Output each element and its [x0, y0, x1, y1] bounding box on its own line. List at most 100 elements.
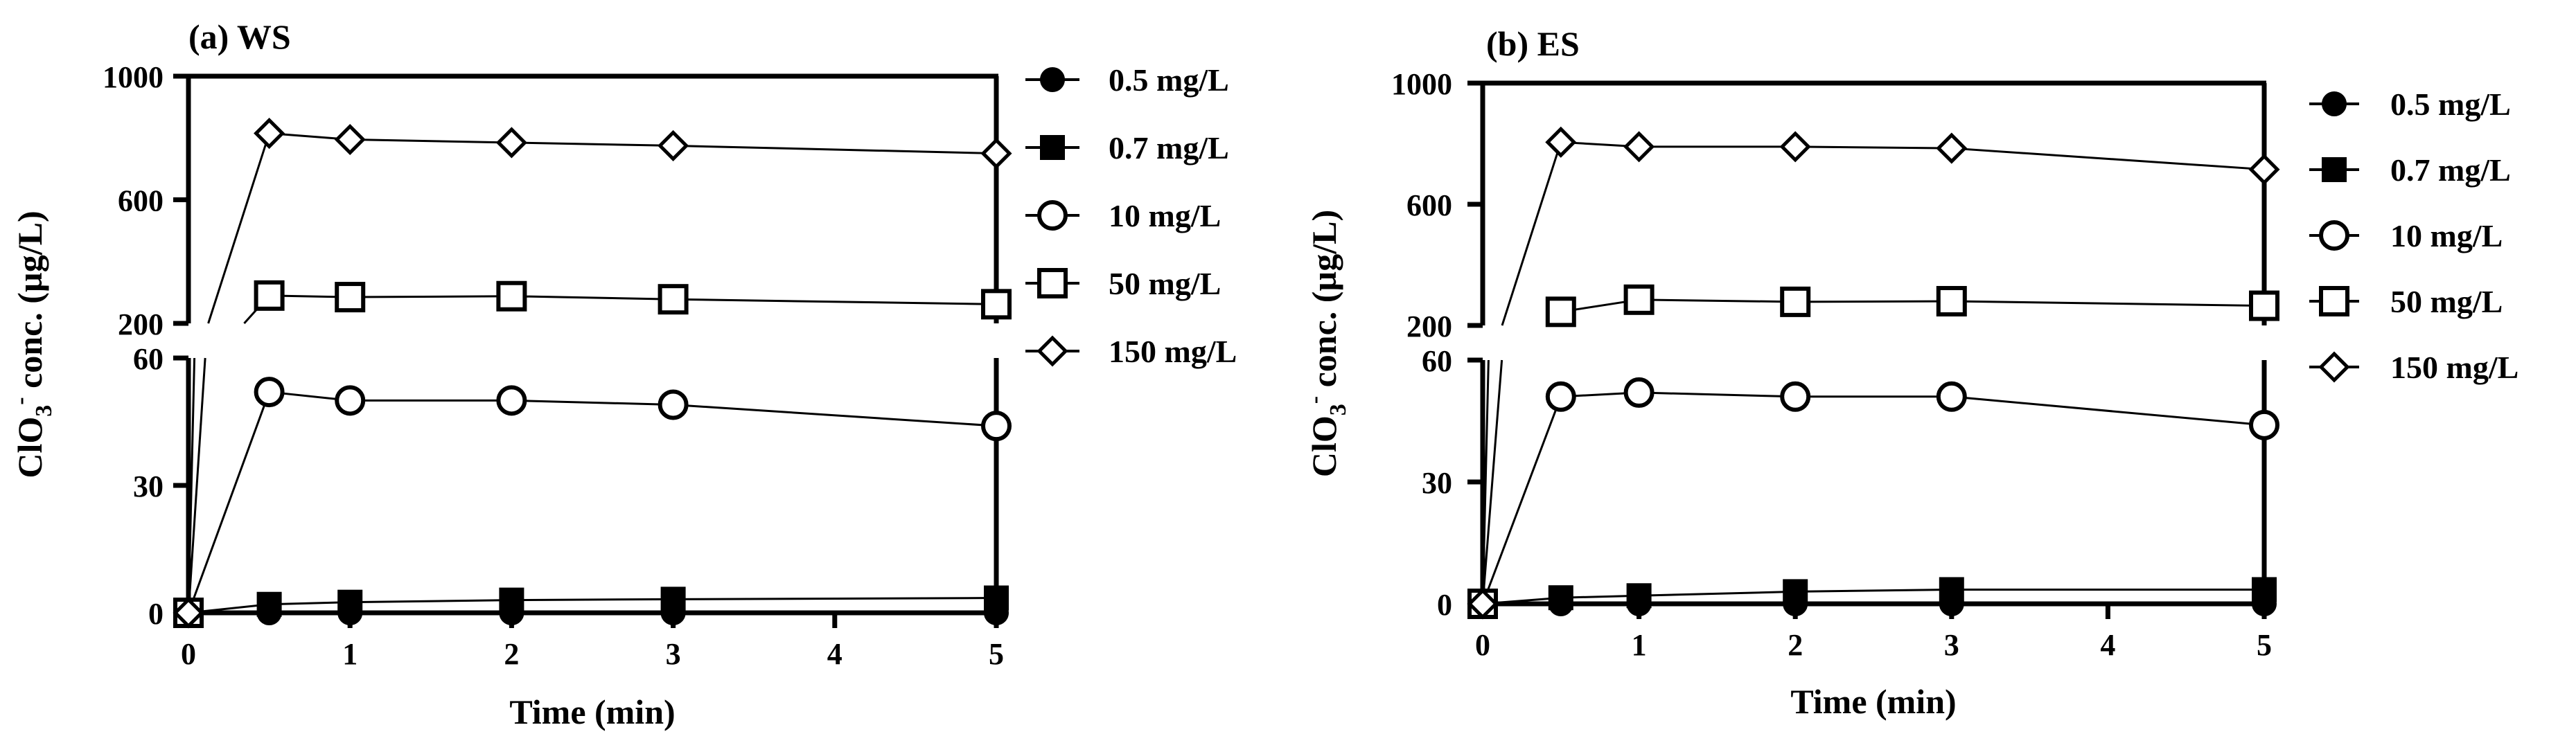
series-line-segment	[207, 133, 271, 324]
x-tick-label: 2	[504, 637, 519, 671]
series-markers-3	[1467, 284, 2279, 619]
data-point	[1780, 286, 1811, 317]
data-point	[1939, 577, 1964, 602]
legend-marker	[2322, 91, 2347, 116]
x-tick-label: 5	[989, 637, 1004, 671]
series-line-segment	[1560, 594, 1639, 599]
series-line-segment	[1795, 145, 1952, 150]
legend-marker	[2318, 351, 2350, 383]
series-line-segment	[511, 141, 673, 147]
series-line-segment	[269, 601, 351, 606]
series-line-segment	[1639, 298, 1796, 303]
series-line-segment	[511, 598, 673, 602]
data-point	[1783, 579, 1808, 605]
data-point	[337, 589, 363, 615]
data-point	[1545, 381, 1576, 412]
legend-label: 50 mg/L	[2390, 284, 2503, 319]
data-point	[499, 587, 524, 613]
series-4	[1481, 141, 2265, 605]
y-tick-label: 0	[148, 597, 164, 631]
data-point	[335, 282, 366, 313]
data-point	[981, 289, 1012, 320]
data-point	[496, 280, 527, 312]
y-tick-label: 60	[133, 342, 164, 376]
legend-marker	[1040, 67, 1065, 92]
series-line-segment	[187, 357, 206, 614]
legend-label: 10 mg/L	[2390, 218, 2503, 253]
data-point	[173, 597, 204, 629]
data-point	[1780, 381, 1811, 412]
series-line-segment	[187, 391, 271, 614]
x-tick-label: 3	[666, 637, 681, 671]
x-tick-label: 4	[827, 637, 843, 671]
legend-label: 150 mg/L	[1109, 334, 1237, 369]
data-point	[334, 123, 366, 156]
x-tick-label: 0	[181, 637, 196, 671]
x-tick-label: 3	[1944, 628, 1959, 662]
data-point	[1623, 284, 1655, 315]
data-point	[658, 129, 689, 161]
y-tick-label: 0	[1437, 588, 1452, 622]
data-point	[984, 585, 1009, 611]
data-point	[981, 411, 1012, 442]
legend-marker	[2322, 157, 2347, 182]
series-line-segment	[673, 403, 997, 427]
series-line-segment	[673, 144, 997, 155]
series-line-segment	[1639, 391, 1796, 398]
series-line-segment	[350, 295, 512, 298]
legend-label: 10 mg/L	[1109, 198, 1221, 233]
series-line-segment	[1481, 359, 1503, 605]
series-line-segment	[673, 298, 997, 305]
series-line-segment	[1951, 395, 2265, 427]
series-line-segment	[1795, 300, 1952, 303]
legend-marker	[2319, 286, 2349, 316]
series-markers-4	[1467, 126, 2280, 620]
series-line-segment	[511, 399, 673, 406]
series-3	[187, 294, 997, 614]
y-tick-label: 200	[118, 307, 164, 341]
y-axis-label: ClO3- conc. (µg/L)	[8, 211, 57, 478]
series-2	[1481, 391, 2265, 605]
legend-marker	[1040, 135, 1065, 160]
x-axis-label: Time (min)	[1790, 682, 1956, 721]
data-point	[2249, 290, 2279, 321]
legend: 0.5 mg/L 0.7 mg/L 10 mg/L 50 mg/L 150 mg/L	[2309, 87, 2518, 385]
series-line-segment	[673, 597, 997, 600]
x-tick-label: 1	[342, 637, 358, 671]
legend-label: 0.7 mg/L	[1109, 130, 1229, 165]
series-line-segment	[1481, 396, 1562, 605]
legend-marker	[1037, 268, 1068, 298]
y-tick-label: 1000	[1391, 67, 1452, 101]
series-2	[187, 391, 997, 614]
data-point	[495, 127, 527, 159]
y-tick-label: 1000	[103, 60, 164, 94]
data-point	[658, 389, 689, 420]
y-tick-label: 600	[1406, 188, 1452, 222]
series-markers-2	[173, 377, 1012, 628]
legend-label: 0.7 mg/L	[2390, 152, 2511, 188]
series-line-segment	[511, 295, 673, 301]
y-tick-label: 30	[133, 469, 164, 503]
panel-label: (b) ES	[1486, 24, 1580, 63]
legend-label: 0.5 mg/L	[2390, 87, 2511, 122]
legend-marker	[1036, 335, 1068, 367]
series-markers-2	[1467, 377, 2279, 619]
data-point	[2248, 154, 2280, 186]
series-3	[1481, 298, 2265, 605]
data-point	[660, 587, 686, 612]
series-line-segment	[1951, 147, 2265, 171]
data-point	[1548, 585, 1573, 611]
legend-marker	[1037, 200, 1068, 231]
series-line-segment	[350, 599, 512, 604]
data-point	[1626, 583, 1652, 609]
data-point	[1545, 126, 1577, 158]
series-line-segment	[1639, 590, 1796, 597]
series-line-segment	[1951, 300, 2265, 307]
data-point	[1936, 381, 1967, 412]
y-axis-label: ClO3- conc. (µg/L)	[1302, 210, 1351, 477]
x-axis-label: Time (min)	[509, 692, 675, 731]
x-tick-label: 0	[1475, 628, 1490, 662]
series-line-segment	[1795, 588, 1952, 593]
